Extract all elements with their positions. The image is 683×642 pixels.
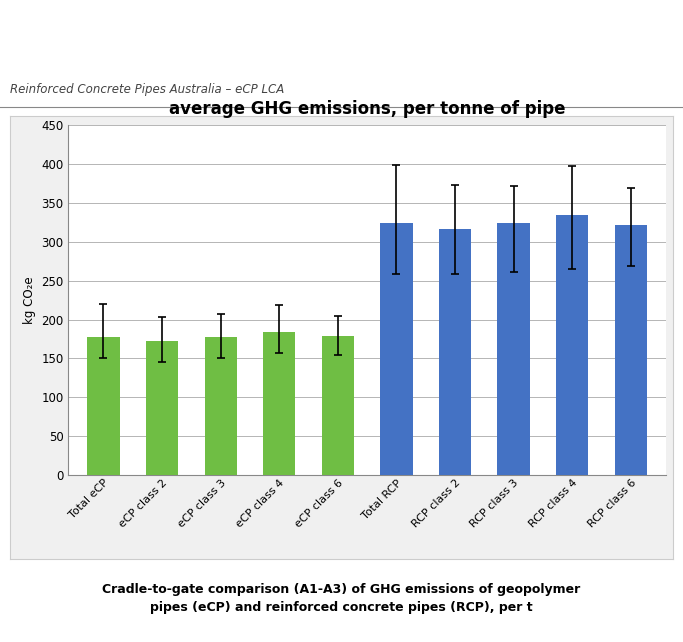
Text: Cradle-to-gate comparison (A1-A3) of GHG emissions of geopolymer
pipes (eCP) and: Cradle-to-gate comparison (A1-A3) of GHG… — [102, 583, 581, 614]
Text: Reinforced Concrete Pipes Australia – eCP LCA: Reinforced Concrete Pipes Australia – eC… — [10, 83, 285, 96]
Bar — [263, 332, 295, 475]
Bar — [439, 229, 471, 475]
Title: average GHG emissions, per tonne of pipe: average GHG emissions, per tonne of pipe — [169, 100, 566, 118]
Bar — [380, 223, 413, 475]
Bar — [87, 336, 120, 475]
Bar — [146, 340, 178, 475]
Bar — [322, 336, 354, 475]
Bar — [204, 338, 237, 475]
Bar — [497, 223, 530, 475]
Y-axis label: kg CO₂e: kg CO₂e — [23, 276, 36, 324]
Bar — [615, 225, 647, 475]
Bar — [556, 214, 588, 475]
